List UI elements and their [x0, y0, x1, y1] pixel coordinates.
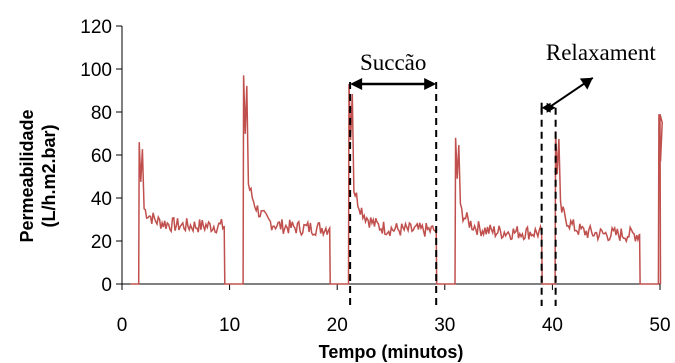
y-tick-label: 120: [80, 17, 112, 38]
x-tick-label: 40: [542, 315, 563, 336]
relaxament-label: Relaxament: [546, 40, 656, 65]
x-tick-label: 50: [649, 315, 670, 336]
y-tick-label: 0: [101, 275, 112, 296]
y-axis-title-line-1: Permeabilidade: [17, 109, 37, 242]
y-axis-title: Permeabilidade (L/h.m2.bar): [17, 109, 59, 242]
y-tick-label: 80: [91, 103, 112, 124]
relaxament-pointer-head: [579, 77, 593, 90]
x-tick-label: 20: [327, 315, 348, 336]
y-tick-label: 60: [91, 146, 112, 167]
succao-arrow-head-right: [424, 78, 437, 91]
succao-label: Succão: [360, 50, 426, 75]
x-axis-title: Tempo (minutos): [319, 342, 464, 362]
y-axis-title-line-2: (L/h.m2.bar): [39, 124, 59, 227]
x-tick-label: 30: [434, 315, 455, 336]
relaxament-arrow-head-right: [546, 102, 556, 113]
y-tick-label: 20: [91, 232, 112, 253]
y-tick-label: 40: [91, 189, 112, 210]
succao-arrow-head-left: [350, 78, 363, 91]
permeability-line: [130, 75, 663, 285]
annotations-layer: Succão Relaxament: [349, 40, 656, 306]
y-axis: 0 20 40 60 80 100 120: [80, 17, 123, 296]
x-tick-label: 0: [117, 315, 128, 336]
series-layer: [130, 75, 663, 285]
y-tick-label: 100: [80, 60, 112, 81]
x-tick-label: 10: [219, 315, 240, 336]
x-axis: 0 10 20 30 40 50: [117, 283, 671, 336]
